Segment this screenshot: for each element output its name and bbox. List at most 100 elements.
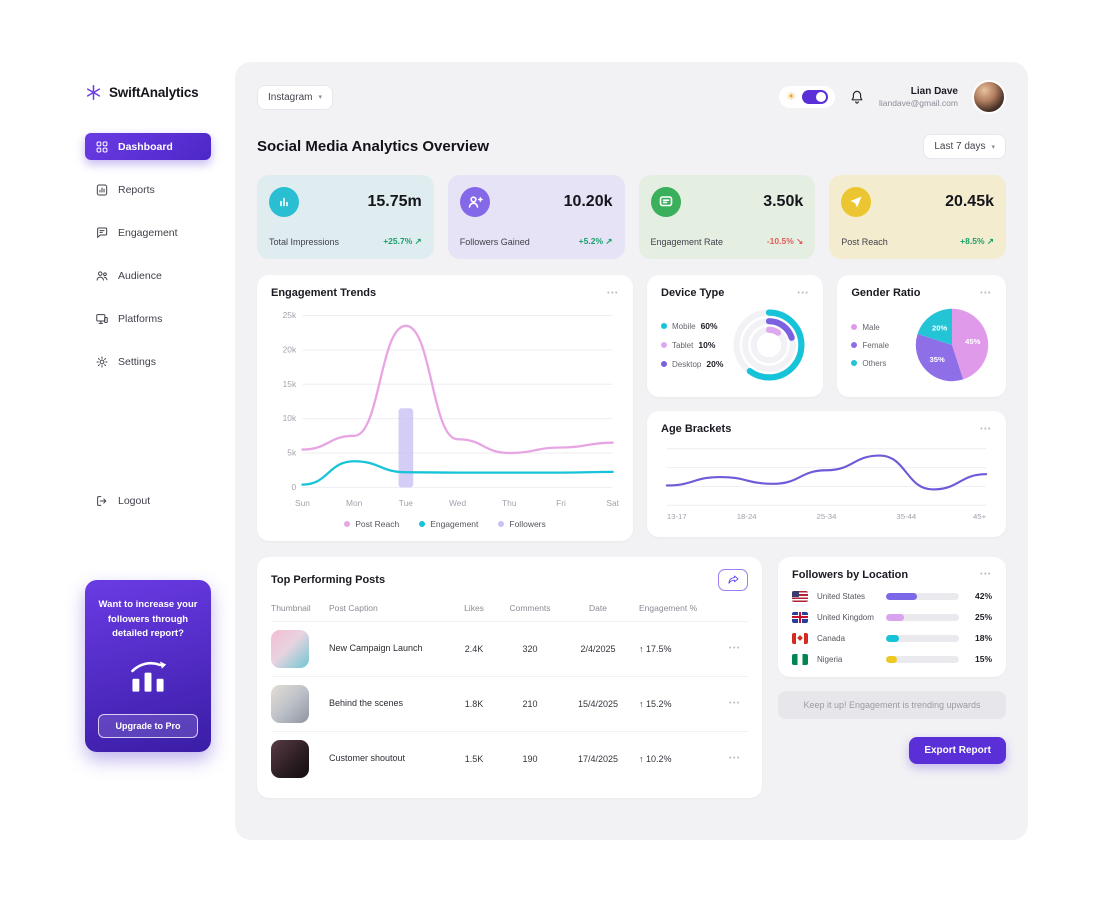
stat-label: Followers Gained [459, 236, 530, 247]
gender-ratio-card: Gender Ratio ••• Male Female Others 45% 3… [837, 275, 1006, 397]
card-title: Top Performing Posts [271, 573, 386, 586]
svg-text:25k: 25k [283, 310, 297, 320]
svg-text:45+: 45+ [973, 512, 987, 521]
svg-text:35-44: 35-44 [896, 512, 917, 521]
stat-value: 10.20k [563, 193, 613, 210]
row-options-icon[interactable]: ••• [729, 645, 741, 653]
sidebar-item-label: Reports [118, 183, 155, 196]
card-title: Followers by Location [792, 568, 909, 581]
legend-dot [851, 324, 858, 330]
svg-text:Sun: Sun [295, 498, 310, 508]
reports-icon [96, 184, 108, 195]
row-options-icon[interactable]: ••• [729, 700, 741, 708]
us-flag-icon [792, 590, 808, 602]
followers-location-card: Followers by Location ••• United States … [778, 556, 1006, 677]
svg-text:Thu: Thu [502, 498, 517, 508]
stat-value: 20.45k [945, 193, 994, 210]
svg-text:Sat: Sat [606, 498, 619, 508]
sidebar-item-audience[interactable]: Audience [85, 262, 211, 289]
legend-item: Followers [498, 519, 546, 529]
stat-label: Post Reach [841, 236, 888, 247]
sidebar-item-reports[interactable]: Reports [85, 176, 211, 203]
more-options-icon[interactable]: ••• [980, 289, 992, 297]
topbar: Instagram ▾ ☀ Lian Dave liandave@gmail.c… [257, 80, 1006, 114]
svg-text:Fri: Fri [556, 498, 566, 508]
location-row: United Kingdom 25% [792, 611, 992, 623]
post-thumbnail [271, 629, 309, 668]
sidebar-item-settings[interactable]: Settings [85, 348, 211, 375]
sidebar: SwiftAnalytics Dashboard Reports Engagem… [0, 0, 235, 902]
settings-icon [96, 356, 108, 367]
legend-item-mobile: Mobile 60% [661, 321, 723, 331]
tip-banner: Keep it up! Engagement is trending upwar… [778, 690, 1006, 719]
stat-label: Total Impressions [269, 236, 340, 247]
platform-selector[interactable]: Instagram ▾ [257, 84, 333, 110]
svg-text:Mon: Mon [346, 498, 363, 508]
canada-flag-icon [792, 632, 808, 644]
more-options-icon[interactable]: ••• [607, 289, 619, 297]
sidebar-item-engagement[interactable]: Engagement [85, 219, 211, 246]
chart-legend: Mobile 60% Tablet 10% Desktop 20% [661, 321, 723, 369]
stat-card-post-reach: 20.45k Post Reach +8.5% ↗ [829, 175, 1006, 259]
stat-delta: +25.7% ↗ [383, 236, 422, 246]
stats-row: 15.75m Total Impressions +25.7% ↗ 10.20k… [257, 175, 1006, 259]
share-button[interactable] [718, 568, 748, 591]
topbar-right: ☀ Lian Dave liandave@gmail.com [779, 80, 1006, 114]
location-bar [886, 613, 959, 621]
svg-text:0: 0 [291, 482, 296, 492]
stat-card-total-impressions: 15.75m Total Impressions +25.7% ↗ [257, 175, 434, 259]
message-icon [650, 187, 681, 217]
more-options-icon[interactable]: ••• [980, 425, 992, 433]
gender-ratio-pie-chart: 45% 35% 20% [915, 308, 989, 382]
theme-toggle[interactable]: ☀ [779, 86, 835, 108]
user-email: liandave@gmail.com [878, 98, 958, 109]
theme-switch[interactable] [801, 90, 828, 104]
engagement-icon [97, 227, 108, 238]
legend-item-male: Male [851, 323, 889, 332]
sidebar-item-label: Dashboard [118, 140, 173, 153]
audience-icon [96, 270, 108, 281]
logout-button[interactable]: Logout [85, 487, 211, 514]
page-title: Social Media Analytics Overview [257, 138, 490, 155]
row-options-icon[interactable]: ••• [729, 755, 741, 763]
send-icon [841, 187, 872, 217]
device-type-donut-chart [733, 309, 805, 381]
more-options-icon[interactable]: ••• [980, 571, 992, 579]
upgrade-pro-button[interactable]: Upgrade to Pro [98, 714, 198, 739]
table-row[interactable]: Customer shoutout 1.5K 190 17/4/2025 ↑ 1… [271, 730, 748, 786]
tip-text: Keep it up! Engagement is trending upwar… [803, 699, 981, 710]
more-options-icon[interactable]: ••• [797, 289, 810, 297]
table-header: Thumbnail Post Caption Likes Comments Da… [271, 602, 698, 613]
stat-card-engagement-rate: 3.50k Engagement Rate -10.5% ↘ [638, 175, 816, 259]
date-range-value: Last 7 days [934, 141, 986, 152]
bottom-row: Top Performing Posts Thumbnail Post Capt… [257, 556, 1006, 798]
svg-text:45%: 45% [965, 337, 980, 346]
sidebar-item-label: Engagement [118, 226, 178, 239]
sidebar-item-dashboard[interactable]: Dashboard [85, 133, 211, 160]
table-row[interactable]: Behind the scenes 1.8K 210 15/4/2025 ↑ 1… [271, 675, 748, 731]
avatar[interactable] [972, 80, 1006, 114]
chart-legend: Male Female Others [851, 323, 889, 368]
svg-text:Wed: Wed [449, 498, 466, 508]
legend-dot [498, 520, 505, 527]
age-brackets-card: Age Brackets ••• 13-17 18-24 25-34 35-44 45+ [647, 411, 1006, 537]
dashboard-icon [96, 141, 108, 152]
sidebar-item-label: Platforms [118, 312, 163, 325]
stat-delta: -10.5% ↘ [766, 236, 804, 246]
sidebar-item-platforms[interactable]: Platforms [85, 305, 211, 332]
nigeria-flag-icon [792, 653, 808, 665]
svg-text:13-17: 13-17 [667, 512, 687, 521]
stat-value: 15.75m [367, 193, 422, 210]
date-range-selector[interactable]: Last 7 days ▾ [923, 134, 1006, 159]
location-row: Canada 18% [792, 632, 992, 644]
table-row[interactable]: New Campaign Launch 2.4K 320 2/4/2025 ↑ … [271, 620, 748, 676]
notifications-bell-icon[interactable] [849, 89, 865, 105]
top-posts-card: Top Performing Posts Thumbnail Post Capt… [257, 556, 762, 798]
stat-label: Engagement Rate [650, 236, 724, 247]
legend-dot [419, 520, 426, 527]
card-title: Age Brackets [661, 423, 732, 435]
platforms-icon [96, 313, 108, 324]
uk-flag-icon [792, 611, 808, 623]
card-title: Gender Ratio [851, 287, 921, 299]
export-report-button[interactable]: Export Report [909, 736, 1006, 764]
